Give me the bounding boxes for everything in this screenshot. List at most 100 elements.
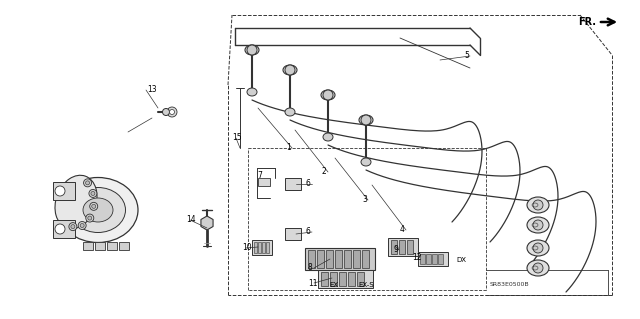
Circle shape <box>55 224 65 234</box>
Text: 8: 8 <box>308 263 313 272</box>
Circle shape <box>90 202 98 210</box>
Bar <box>95 242 105 250</box>
Bar <box>254 242 257 253</box>
Bar <box>432 254 437 264</box>
Text: 4: 4 <box>400 226 405 234</box>
Circle shape <box>167 107 177 117</box>
Text: 9: 9 <box>393 246 398 255</box>
Text: 10: 10 <box>243 243 252 253</box>
Bar <box>258 242 261 253</box>
Text: 7: 7 <box>257 170 262 180</box>
Bar <box>258 178 270 186</box>
Polygon shape <box>201 216 213 230</box>
Ellipse shape <box>83 198 113 222</box>
Ellipse shape <box>58 177 138 242</box>
Circle shape <box>92 204 96 208</box>
Circle shape <box>323 90 333 100</box>
Bar <box>426 254 431 264</box>
Text: 5: 5 <box>464 51 469 61</box>
Bar <box>53 182 75 200</box>
Circle shape <box>89 189 97 197</box>
Ellipse shape <box>247 88 257 96</box>
Text: FR.: FR. <box>578 17 596 27</box>
Text: 2: 2 <box>322 167 327 176</box>
Bar <box>388 238 418 256</box>
Text: EX-S: EX-S <box>358 282 374 288</box>
Circle shape <box>285 65 295 75</box>
Ellipse shape <box>361 158 371 166</box>
Bar <box>391 240 397 254</box>
Text: SR83E0500B: SR83E0500B <box>490 283 530 287</box>
Bar <box>418 252 448 266</box>
Text: EX: EX <box>330 282 339 288</box>
Text: DX: DX <box>456 257 466 263</box>
Ellipse shape <box>70 188 125 233</box>
Ellipse shape <box>323 133 333 141</box>
Bar <box>420 254 425 264</box>
Text: 12: 12 <box>412 254 422 263</box>
Circle shape <box>170 109 175 115</box>
Circle shape <box>91 191 95 196</box>
Circle shape <box>55 186 65 196</box>
Bar <box>308 250 315 268</box>
Circle shape <box>86 181 90 185</box>
Bar <box>262 242 265 253</box>
Bar <box>53 220 75 238</box>
Circle shape <box>361 115 371 125</box>
Text: 1: 1 <box>286 144 291 152</box>
Bar <box>330 272 337 286</box>
Ellipse shape <box>527 217 549 233</box>
Text: 15: 15 <box>232 133 242 143</box>
Bar <box>321 272 328 286</box>
Bar <box>119 242 129 250</box>
Ellipse shape <box>321 90 335 100</box>
Bar <box>317 250 324 268</box>
Ellipse shape <box>245 45 259 55</box>
Bar <box>339 272 346 286</box>
Circle shape <box>69 223 77 231</box>
Bar <box>353 250 360 268</box>
Bar <box>348 272 355 286</box>
Text: 6: 6 <box>306 180 311 189</box>
Ellipse shape <box>527 240 549 256</box>
Bar <box>407 240 413 254</box>
Circle shape <box>78 221 86 229</box>
Bar <box>107 242 117 250</box>
Circle shape <box>80 224 84 227</box>
Bar <box>83 242 93 250</box>
Circle shape <box>163 108 170 115</box>
Bar <box>362 250 369 268</box>
Ellipse shape <box>285 108 295 116</box>
Circle shape <box>88 216 92 220</box>
Bar <box>399 240 405 254</box>
Bar <box>357 272 364 286</box>
Bar <box>326 250 333 268</box>
Bar <box>318 270 373 288</box>
Ellipse shape <box>527 260 549 276</box>
Bar <box>335 250 342 268</box>
Text: 13: 13 <box>147 85 157 94</box>
Text: 14: 14 <box>186 216 196 225</box>
Circle shape <box>247 45 257 55</box>
Ellipse shape <box>359 115 373 125</box>
Text: 11: 11 <box>308 278 317 287</box>
Circle shape <box>71 225 75 229</box>
Bar <box>266 242 269 253</box>
Circle shape <box>533 200 543 210</box>
Text: 3: 3 <box>362 196 367 204</box>
Bar <box>344 250 351 268</box>
Circle shape <box>533 263 543 273</box>
Bar <box>305 248 375 270</box>
Ellipse shape <box>55 175 97 229</box>
Circle shape <box>86 214 94 222</box>
Ellipse shape <box>527 197 549 213</box>
Text: 6: 6 <box>306 227 311 236</box>
Bar <box>285 228 301 240</box>
Bar <box>438 254 443 264</box>
Bar <box>285 178 301 190</box>
Circle shape <box>533 243 543 253</box>
Ellipse shape <box>283 65 297 75</box>
Bar <box>252 240 272 255</box>
Circle shape <box>533 220 543 230</box>
Circle shape <box>84 179 92 187</box>
